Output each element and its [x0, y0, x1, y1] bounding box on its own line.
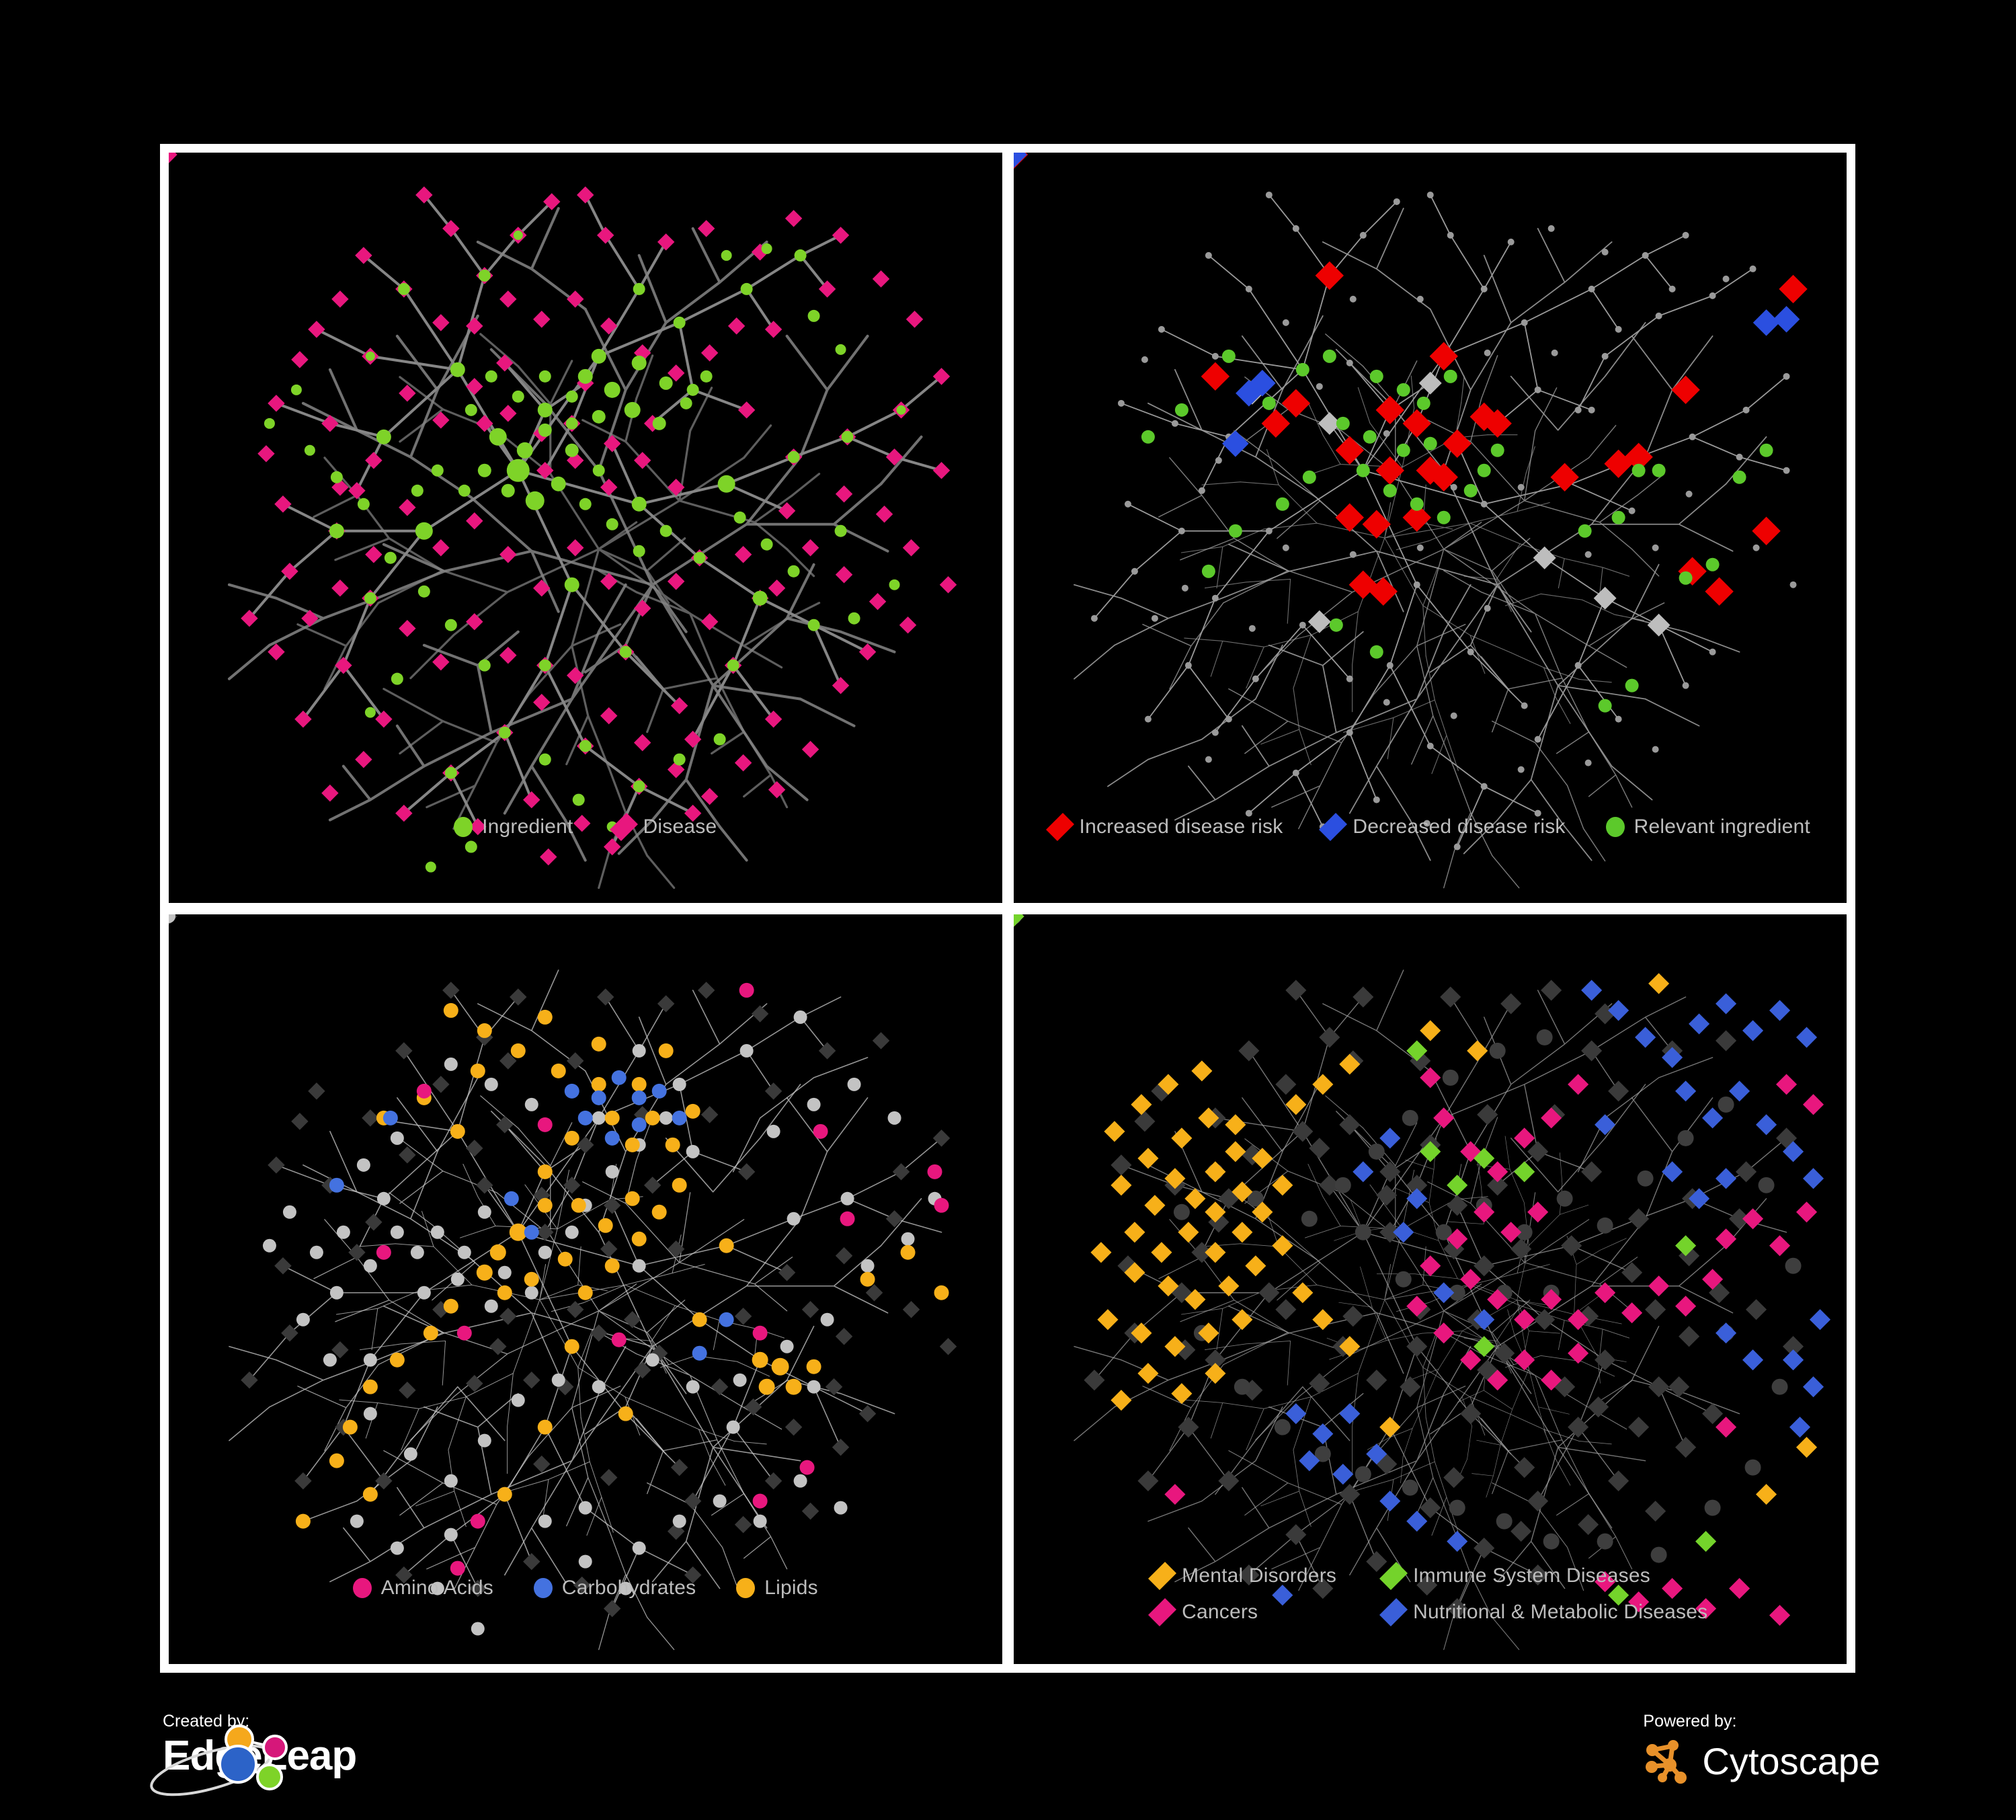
network-graph-ingredient-disease — [169, 153, 957, 889]
edgeleap-network-icon — [150, 1725, 288, 1796]
p3-carbohydrate-nodes — [329, 1070, 734, 1361]
panel-nutrient-classes[interactable]: Amino Acids Carbohydrates Lipids — [169, 914, 1002, 1664]
p2-dimmed-nodes — [1013, 153, 1797, 850]
powered-by-label: Powered by: — [1643, 1712, 1737, 1731]
p2-decreased-risk-nodes — [1013, 153, 1800, 457]
network-graph-nutrient-classes — [169, 914, 957, 1651]
cytoscape-graph-icon — [1646, 1740, 1687, 1784]
cytoscape-brand-row: Cytoscape — [1643, 1735, 1880, 1788]
p2-relevant-ingredient-nodes — [1141, 349, 1773, 713]
cytoscape-wordmark: Cytoscape — [1702, 1740, 1880, 1782]
p4-mental-disorder-nodes — [1013, 914, 1817, 1505]
edgeleap-brand-row: EdgeLeap — [150, 1725, 357, 1796]
p2-increased-risk-nodes — [1013, 153, 1808, 606]
p1-ingredient-nodes — [264, 230, 906, 873]
p1-disease-nodes — [169, 153, 957, 866]
p3-lipid-nodes — [295, 1002, 949, 1529]
p3-dimmed-circle-nodes — [169, 914, 942, 1636]
edgeleap-logo[interactable]: Created by: EdgeLeap — [150, 1712, 357, 1796]
cytoscape-logo[interactable]: Powered by: Cytoscape — [1643, 1712, 1880, 1788]
network-graph-disease-risk — [1013, 153, 1808, 889]
panel-disease-classes[interactable]: Mental Disorders Immune System Diseases … — [1013, 914, 1847, 1664]
network-graph-disease-classes — [1013, 914, 1830, 1651]
panel-disease-risk[interactable]: Increased disease risk Decreased disease… — [1013, 153, 1847, 903]
p4-immune-system-nodes — [1013, 914, 1716, 1606]
p2-grey-diamond-nodes — [1013, 153, 1670, 637]
figure-panel-grid: Ingredient Disease — [160, 144, 1855, 1673]
panel-ingredient-disease[interactable]: Ingredient Disease — [169, 153, 1002, 903]
